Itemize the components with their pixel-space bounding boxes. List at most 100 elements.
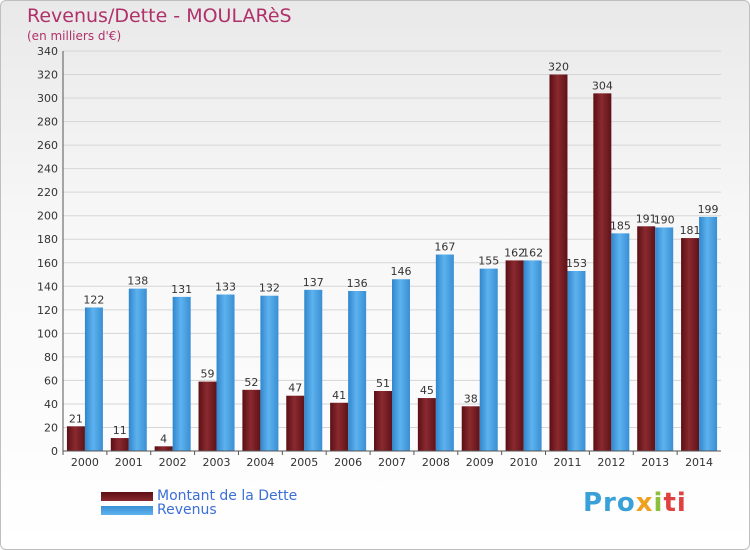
data-label-revenue: 138: [127, 275, 148, 288]
data-label-debt: 11: [113, 424, 127, 437]
data-label-revenue: 153: [566, 257, 587, 270]
bar-debt: [374, 391, 392, 451]
y-tick-label: 20: [44, 421, 58, 434]
bar-revenue: [699, 216, 718, 451]
data-label-revenue: 133: [215, 281, 236, 294]
data-label-debt: 47: [288, 382, 302, 395]
bar-debt: [198, 381, 217, 451]
bar-revenue: [567, 271, 586, 451]
y-tick-label: 300: [37, 92, 58, 105]
data-label-debt: 38: [464, 392, 478, 405]
bar-debt: [154, 446, 173, 451]
y-tick-label: 280: [37, 116, 58, 129]
y-tick-label: 180: [37, 233, 58, 246]
bar-debt: [286, 395, 305, 451]
bar-revenue: [216, 294, 235, 451]
legend-item-revenue: Revenus: [101, 502, 217, 518]
bar-revenue: [128, 288, 147, 451]
data-label-revenue: 167: [434, 241, 455, 254]
bar-revenue: [479, 268, 498, 451]
x-tick-label: 2003: [203, 456, 231, 469]
bar-debt: [593, 93, 612, 452]
bar-revenue: [523, 260, 542, 451]
proxiti-logo: Proxiti: [583, 488, 687, 518]
data-label-revenue: 185: [610, 219, 631, 232]
y-tick-label: 120: [37, 304, 58, 317]
data-label-revenue: 136: [347, 277, 368, 290]
bar-revenue: [348, 291, 367, 451]
data-label-debt: 45: [420, 384, 434, 397]
data-label-debt: 21: [69, 412, 83, 425]
data-label-revenue: 162: [522, 246, 543, 259]
data-label-revenue: 146: [391, 265, 412, 278]
data-label-debt: 191: [636, 212, 657, 225]
data-label-revenue: 132: [259, 282, 280, 295]
x-tick-label: 2009: [466, 456, 494, 469]
bar-debt: [461, 406, 480, 451]
y-tick-label: 140: [37, 280, 58, 293]
x-tick-label: 2014: [685, 456, 713, 469]
bar-debt: [110, 438, 129, 451]
bar-revenue: [172, 296, 191, 451]
data-label-revenue: 131: [171, 283, 192, 296]
y-tick-label: 100: [37, 327, 58, 340]
legend-swatch-revenue: [101, 505, 153, 515]
y-tick-label: 40: [44, 398, 58, 411]
bar-revenue: [260, 295, 279, 451]
x-tick-label: 2012: [597, 456, 625, 469]
bar-revenue: [655, 227, 674, 451]
data-label-debt: 320: [548, 61, 569, 74]
bar-revenue: [611, 233, 630, 451]
y-tick-label: 320: [37, 69, 58, 82]
legend-swatch-debt: [101, 491, 153, 501]
data-label-revenue: 199: [698, 203, 719, 216]
bar-debt: [66, 426, 85, 451]
x-tick-label: 2001: [115, 456, 143, 469]
data-label-revenue: 137: [303, 276, 324, 289]
bar-debt: [681, 238, 700, 451]
bar-debt: [417, 398, 436, 451]
bar-debt: [242, 389, 261, 451]
bar-revenue: [84, 307, 103, 451]
x-tick-label: 2013: [641, 456, 669, 469]
legend-item-debt: Montant de la Dette: [101, 488, 298, 504]
bar-revenue: [392, 279, 410, 451]
legend-label-debt: Montant de la Dette: [157, 488, 298, 504]
y-tick-label: 60: [44, 374, 58, 387]
x-tick-label: 2007: [378, 456, 406, 469]
data-label-debt: 41: [332, 389, 346, 402]
y-tick-label: 240: [37, 163, 58, 176]
y-tick-label: 220: [37, 186, 58, 199]
chart-title: Revenus/Dette - MOULARèS: [27, 5, 292, 27]
data-label-debt: 51: [376, 377, 390, 390]
x-tick-label: 2005: [290, 456, 318, 469]
y-tick-label: 80: [44, 351, 58, 364]
data-label-debt: 304: [592, 79, 613, 92]
y-tick-label: 0: [51, 445, 58, 458]
data-label-revenue: 155: [478, 255, 499, 268]
chart-subtitle: (en milliers d'€): [27, 29, 122, 43]
bar-debt: [505, 260, 524, 451]
data-label-revenue: 122: [83, 293, 104, 306]
x-tick-label: 2011: [553, 456, 581, 469]
y-tick-label: 340: [37, 45, 58, 58]
y-tick-label: 260: [37, 139, 58, 152]
data-label-debt: 162: [504, 246, 525, 259]
bar-revenue: [304, 289, 323, 451]
x-tick-label: 2010: [510, 456, 538, 469]
data-label-debt: 52: [244, 376, 258, 389]
data-label-debt: 4: [160, 432, 167, 445]
data-label-debt: 181: [680, 224, 701, 237]
y-tick-label: 160: [37, 257, 58, 270]
x-tick-label: 2004: [246, 456, 274, 469]
bar-debt: [637, 226, 656, 451]
legend-label-revenue: Revenus: [157, 502, 217, 518]
data-label-debt: 59: [201, 368, 215, 381]
bar-debt: [549, 74, 568, 451]
x-tick-label: 2000: [71, 456, 99, 469]
bar-revenue: [435, 254, 454, 451]
bar-debt: [330, 402, 349, 451]
x-tick-label: 2006: [334, 456, 362, 469]
